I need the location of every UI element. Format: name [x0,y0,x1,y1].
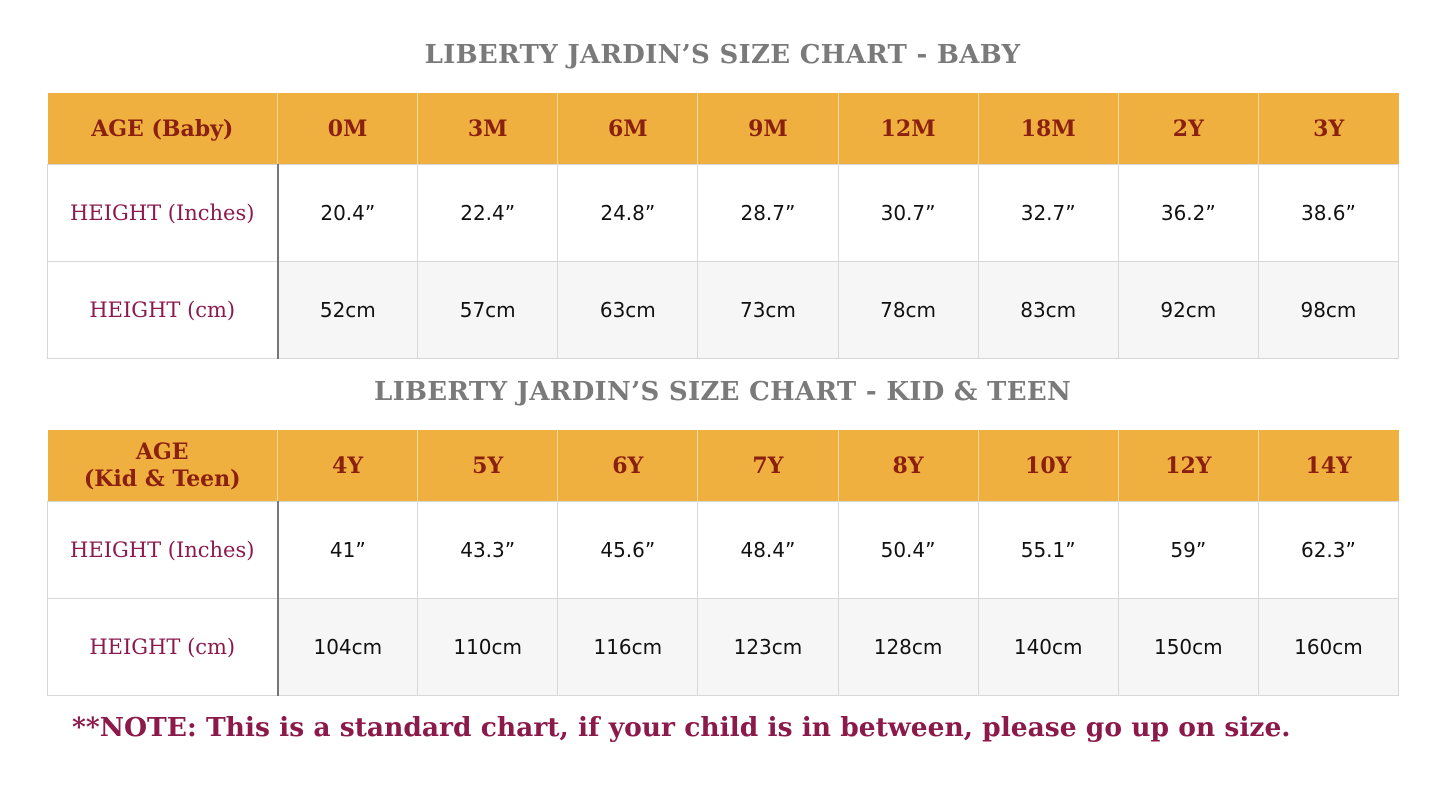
value-cell: 24.8” [557,164,699,262]
row-label: HEIGHT (cm) [47,261,279,359]
age-cell: 8Y [837,430,979,502]
size-note: **NOTE: This is a standard chart, if you… [72,712,1291,743]
age-cell: 18M [977,93,1119,165]
baby-chart-title: LIBERTY JARDIN’S SIZE CHART - BABY [424,40,1021,70]
age-cell: 9M [697,93,838,165]
table-row: HEIGHT (cm) 104cm 110cm 116cm 123cm 128c… [47,598,1400,696]
age-cell: 12M [837,93,979,165]
value-cell: 116cm [557,598,699,696]
kid-header-row: AGE (Kid & Teen) 4Y 5Y 6Y 7Y 8Y 10Y 12Y 1… [47,430,1399,502]
table-row: HEIGHT (cm) 52cm 57cm 63cm 73cm 78cm 83c… [47,261,1400,359]
value-cell: 83cm [977,261,1119,359]
value-cell: 28.7” [697,164,839,262]
value-cell: 20.4” [276,164,419,262]
age-cell: 12Y [1117,430,1259,502]
row-label: HEIGHT (Inches) [47,164,279,262]
kid-chart-title: LIBERTY JARDIN’S SIZE CHART - KID & TEEN [373,377,1072,407]
age-cell: 0M [276,93,418,165]
age-cell: 10Y [977,430,1119,502]
age-cell: 2Y [1117,93,1259,165]
value-cell: 98cm [1257,261,1400,359]
value-cell: 123cm [697,598,839,696]
value-cell: 36.2” [1117,164,1259,262]
value-cell: 140cm [977,598,1119,696]
value-cell: 59” [1117,501,1259,599]
value-cell: 45.6” [557,501,699,599]
age-cell: 3M [417,93,558,165]
age-cell: 7Y [697,430,838,502]
age-header: AGE (Kid & Teen) [47,430,278,502]
value-cell: 92cm [1117,261,1259,359]
value-cell: 150cm [1117,598,1259,696]
value-cell: 128cm [837,598,979,696]
value-cell: 73cm [697,261,839,359]
age-header-line2: (Kid & Teen) [83,465,241,492]
age-cell: 4Y [276,430,418,502]
value-cell: 30.7” [837,164,979,262]
value-cell: 52cm [276,261,419,359]
age-cell: 3Y [1257,93,1399,165]
kid-size-table: AGE (Kid & Teen) 4Y 5Y 6Y 7Y 8Y 10Y 12Y 1… [47,430,1400,696]
baby-header-row: AGE (Baby) 0M 3M 6M 9M 12M 18M 2Y 3Y [47,93,1399,165]
age-header-line1: AGE [135,439,189,466]
value-cell: 38.6” [1257,164,1400,262]
value-cell: 55.1” [977,501,1119,599]
value-cell: 62.3” [1257,501,1400,599]
value-cell: 22.4” [417,164,559,262]
age-cell: 6Y [557,430,698,502]
row-label: HEIGHT (cm) [47,598,279,696]
value-cell: 110cm [417,598,559,696]
value-cell: 32.7” [977,164,1119,262]
value-cell: 50.4” [837,501,979,599]
value-cell: 43.3” [417,501,559,599]
age-cell: 6M [557,93,698,165]
table-row: HEIGHT (Inches) 41” 43.3” 45.6” 48.4” 50… [47,501,1400,599]
age-header: AGE (Baby) [47,93,278,165]
age-cell: 14Y [1257,430,1399,502]
value-cell: 41” [276,501,419,599]
value-cell: 160cm [1257,598,1400,696]
row-label: HEIGHT (Inches) [47,501,279,599]
table-row: HEIGHT (Inches) 20.4” 22.4” 24.8” 28.7” … [47,164,1400,262]
value-cell: 48.4” [697,501,839,599]
value-cell: 57cm [417,261,559,359]
baby-size-table: AGE (Baby) 0M 3M 6M 9M 12M 18M 2Y 3Y HEI… [47,93,1400,359]
age-cell: 5Y [417,430,558,502]
value-cell: 78cm [837,261,979,359]
value-cell: 104cm [276,598,419,696]
value-cell: 63cm [557,261,699,359]
